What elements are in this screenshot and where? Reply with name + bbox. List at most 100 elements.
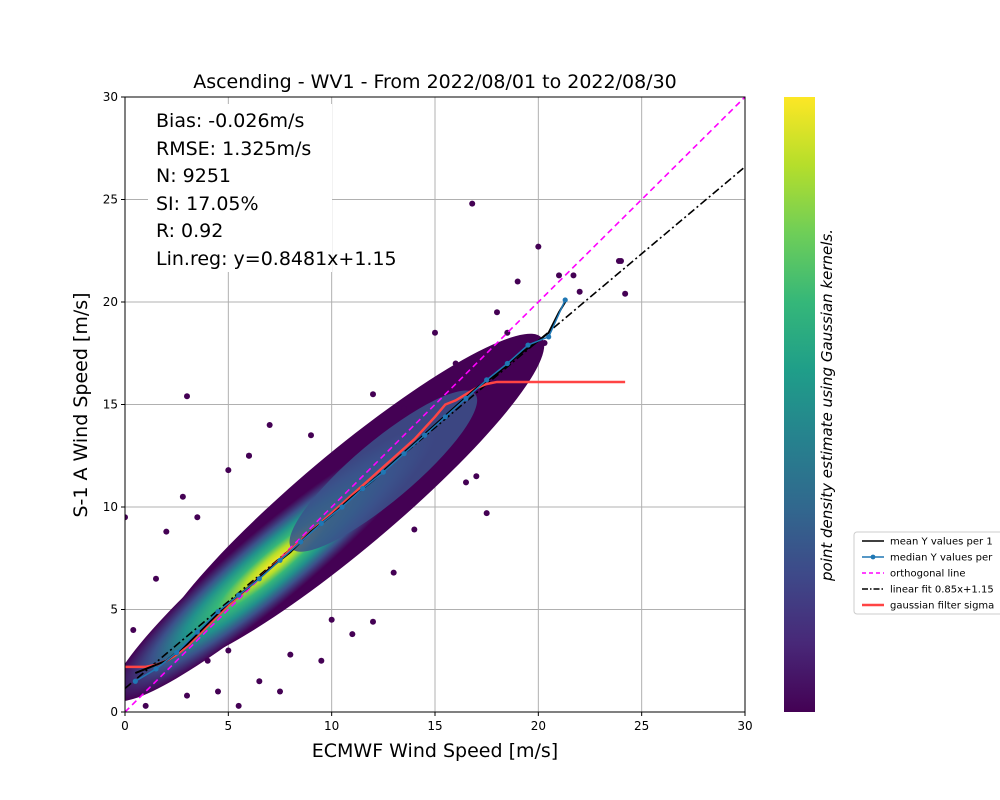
outlier-point [541, 340, 548, 346]
median-point [422, 432, 428, 438]
stat-rmse: RMSE: 1.325m/s [156, 138, 311, 160]
median-point [562, 297, 568, 303]
y-tick-label: 25 [103, 193, 118, 207]
outlier-point [615, 258, 622, 264]
outlier-point [318, 657, 325, 664]
outlier-point [125, 514, 128, 521]
legend-label: median Y values per [890, 553, 993, 564]
outlier-point [370, 391, 376, 398]
outlier-point [277, 688, 283, 695]
outlier-point [204, 657, 211, 664]
median-point [236, 592, 242, 598]
outlier-point [246, 452, 252, 459]
y-tick-label: 20 [103, 295, 118, 309]
median-point [132, 678, 138, 684]
outlier-point [463, 479, 469, 486]
gaussian-filter-line [125, 380, 626, 669]
median-point [401, 451, 407, 457]
median-point [174, 649, 180, 656]
median-point [380, 469, 386, 475]
outlier-point [163, 528, 170, 535]
colorbar-label: point density estimate using Gaussian ke… [818, 229, 836, 582]
legend-label: orthogonal line [890, 569, 966, 580]
outlier-point [570, 272, 577, 279]
outlier-point [452, 360, 459, 367]
median-point [277, 557, 283, 563]
outlier-point [473, 473, 480, 480]
median-point [339, 504, 345, 510]
legend-label: linear fit 0.85x+1.15 [890, 585, 994, 596]
linear-fit-line [125, 166, 745, 690]
median-point [484, 377, 490, 383]
y-tick-label: 30 [103, 90, 118, 104]
median-point [298, 539, 304, 545]
stat-r: R: 0.92 [156, 220, 223, 242]
x-tick-label: 0 [121, 719, 129, 733]
legend-box [853, 531, 1000, 615]
median-y-markers [132, 297, 568, 684]
outlier-point [225, 647, 232, 654]
x-tick-label: 10 [324, 719, 339, 733]
outlier-point [390, 569, 397, 576]
legend-marker [870, 554, 876, 560]
legend-label: gaussian filter sigma [890, 601, 994, 612]
outlier-point [401, 405, 407, 412]
series-lines [125, 97, 745, 712]
colorbar [784, 97, 815, 712]
x-axis-label: ECMWF Wind Speed [m/s] [312, 740, 558, 762]
x-tick-label: 15 [427, 719, 442, 733]
stat-linreg: Lin.reg: y=0.8481x+1.15 [156, 248, 397, 270]
outlier-point [184, 692, 190, 699]
median-point [525, 342, 531, 348]
outlier-point [256, 678, 263, 685]
x-tick-label: 30 [737, 719, 752, 733]
median-point [194, 629, 200, 635]
median-point [215, 608, 221, 615]
median-point [360, 485, 366, 492]
outlier-point [142, 702, 149, 709]
outlier-point [287, 651, 294, 658]
outlier-point [194, 514, 201, 521]
outlier-point [266, 422, 273, 428]
stats-box: Bias: -0.026m/s RMSE: 1.325m/s N: 9251 S… [148, 104, 397, 272]
outlier-point [153, 575, 159, 582]
legend: mean Y values per 1 median Y values per or… [853, 531, 1000, 615]
stat-si: SI: 17.05% [156, 193, 259, 215]
outlier-point [535, 243, 542, 250]
outlier-point [576, 288, 583, 295]
outlier-point [225, 467, 232, 474]
median-point [463, 395, 469, 401]
outlier-point [328, 616, 335, 623]
x-tick-label: 5 [225, 719, 233, 733]
y-tick-label: 5 [110, 603, 118, 617]
outlier-point [308, 432, 314, 439]
y-tick-label: 15 [103, 398, 118, 412]
outlier-point [215, 688, 221, 695]
outlier-point [556, 272, 562, 279]
y-axis-label: S-1 A Wind Speed [m/s] [70, 292, 92, 517]
y-tick-label: 10 [103, 500, 118, 514]
outlier-point [432, 329, 438, 336]
outlier-point [483, 510, 490, 517]
outlier-point [370, 618, 376, 625]
outlier-point [235, 702, 242, 709]
median-point [442, 414, 448, 420]
stats-box-background [148, 104, 332, 272]
median-point [546, 334, 552, 340]
stat-n: N: 9251 [156, 165, 231, 187]
x-axis-ticks: 0 5 10 15 20 25 30 [121, 712, 753, 733]
outlier-point [622, 290, 629, 297]
outlier-point [494, 309, 500, 316]
stat-bias: Bias: -0.026m/s [156, 110, 304, 132]
median-point [504, 360, 510, 367]
outlier-point [179, 493, 186, 500]
orthogonal-line [125, 97, 745, 712]
median-point [153, 666, 159, 672]
x-tick-label: 25 [634, 719, 649, 733]
outlier-point [411, 526, 418, 533]
y-tick-label: 0 [110, 705, 118, 719]
outlier-point [184, 393, 190, 400]
outlier-point [349, 631, 356, 638]
median-point [318, 520, 324, 527]
